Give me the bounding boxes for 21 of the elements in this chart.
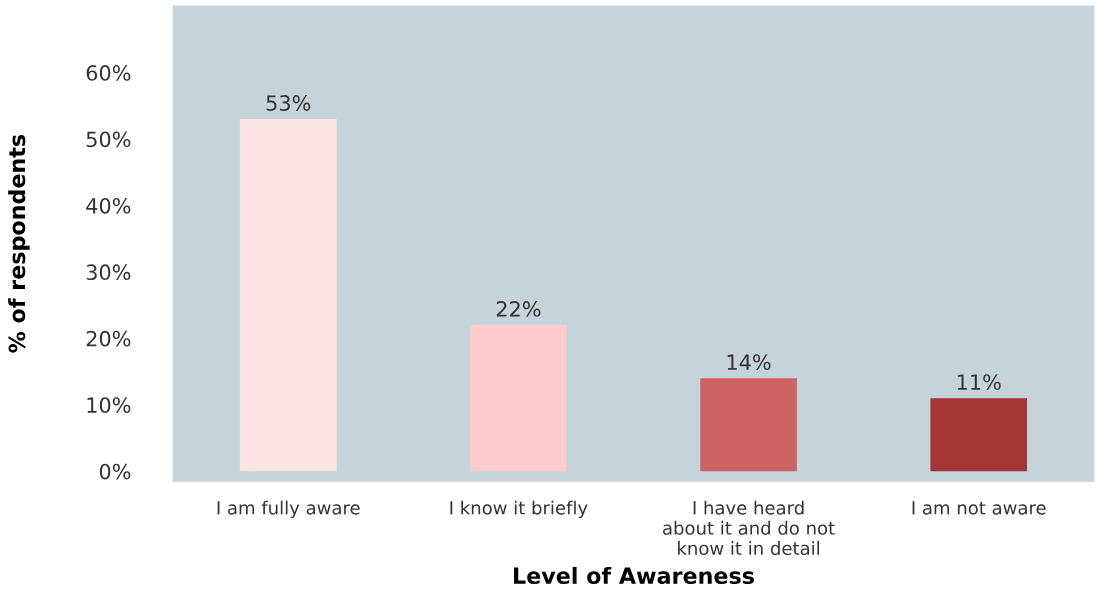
- y-tick-label: 60%: [86, 65, 131, 81]
- x-tick-label: I have heard about it and do not know it in detail: [663, 500, 835, 556]
- data-label: 14%: [727, 354, 771, 371]
- y-tick-label: 30%: [86, 264, 131, 281]
- y-tick-label: 0%: [99, 463, 131, 480]
- bar: [930, 398, 1028, 472]
- bar: [700, 378, 797, 472]
- y-axis-title: % of respondents: [8, 134, 30, 353]
- x-tick-label: I am not aware: [912, 501, 1046, 515]
- bar: [239, 119, 337, 472]
- y-tick-label: 50%: [86, 131, 131, 148]
- y-tick-label: 20%: [86, 330, 131, 347]
- x-axis-title: Level of Awareness: [514, 566, 754, 585]
- y-tick-label: 40%: [86, 197, 131, 214]
- y-tick-label: 10%: [87, 397, 131, 414]
- x-tick-label: I am fully aware: [217, 500, 360, 519]
- data-label: 22%: [496, 301, 541, 317]
- x-tick-label: I know it briefly: [450, 500, 588, 519]
- data-label: 11%: [957, 374, 1001, 390]
- bar: [470, 325, 567, 472]
- data-label: 53%: [266, 95, 311, 111]
